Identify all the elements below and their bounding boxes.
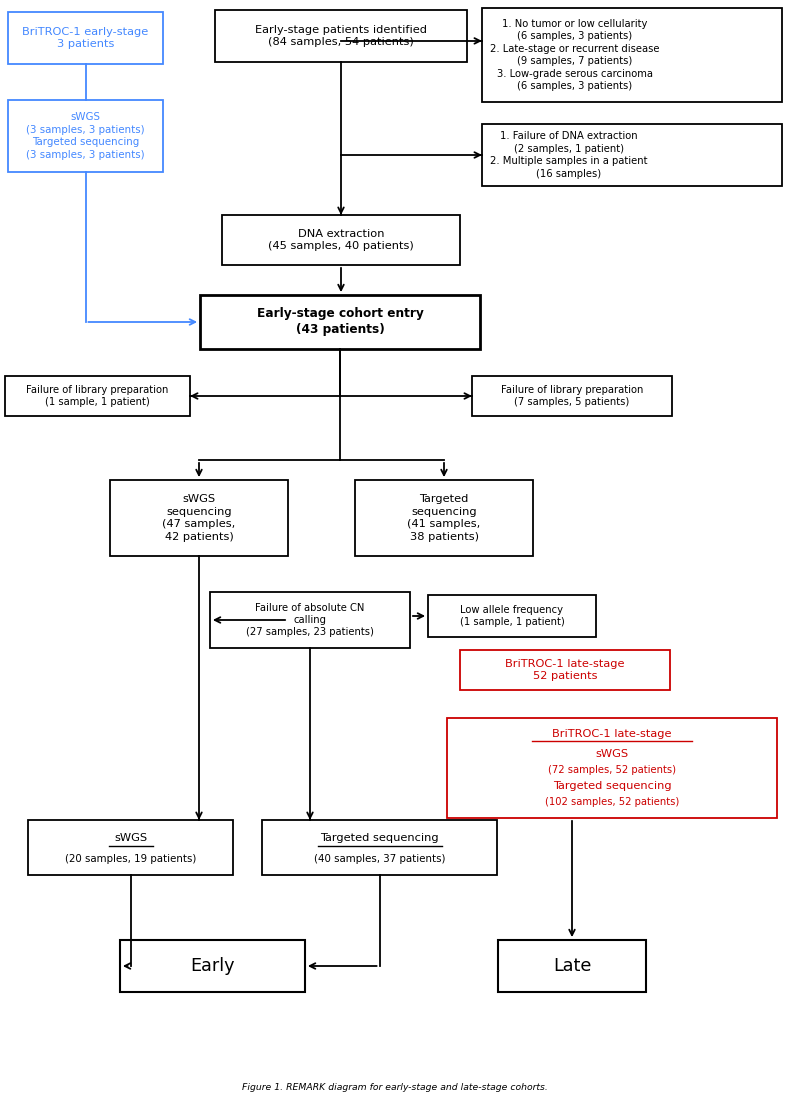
Bar bbox=[222, 215, 460, 265]
Text: BriTROC-1 early-stage
3 patients: BriTROC-1 early-stage 3 patients bbox=[22, 26, 149, 50]
Bar bbox=[355, 480, 533, 556]
Text: sWGS
sequencing
(47 samples,
42 patients): sWGS sequencing (47 samples, 42 patients… bbox=[163, 494, 235, 542]
Text: Low allele frequency
(1 sample, 1 patient): Low allele frequency (1 sample, 1 patien… bbox=[460, 604, 564, 628]
Bar bbox=[215, 10, 467, 62]
Text: Targeted sequencing: Targeted sequencing bbox=[553, 781, 672, 791]
Bar bbox=[210, 592, 410, 648]
Bar bbox=[447, 718, 777, 818]
Bar bbox=[110, 480, 288, 556]
Text: (72 samples, 52 patients): (72 samples, 52 patients) bbox=[548, 765, 676, 775]
Bar bbox=[498, 940, 646, 992]
Text: Early-stage patients identified
(84 samples, 54 patients): Early-stage patients identified (84 samp… bbox=[255, 25, 427, 47]
Text: Figure 1. REMARK diagram for early-stage and late-stage cohorts.: Figure 1. REMARK diagram for early-stage… bbox=[242, 1082, 548, 1091]
Bar bbox=[428, 595, 596, 637]
Bar bbox=[262, 820, 497, 875]
Text: 1. Failure of DNA extraction
(2 samples, 1 patient)
2. Multiple samples in a pat: 1. Failure of DNA extraction (2 samples,… bbox=[490, 131, 648, 178]
Bar bbox=[8, 100, 163, 172]
Text: BriTROC-1 late-stage
52 patients: BriTROC-1 late-stage 52 patients bbox=[506, 658, 625, 682]
Text: Early: Early bbox=[190, 957, 235, 975]
Bar bbox=[120, 940, 305, 992]
Text: sWGS: sWGS bbox=[114, 833, 147, 843]
Text: 1. No tumor or low cellularity
(6 samples, 3 patients)
2. Late-stage or recurren: 1. No tumor or low cellularity (6 sample… bbox=[490, 19, 660, 91]
Text: DNA extraction
(45 samples, 40 patients): DNA extraction (45 samples, 40 patients) bbox=[268, 229, 414, 251]
Text: Targeted sequencing: Targeted sequencing bbox=[320, 833, 438, 843]
Text: BriTROC-1 late-stage: BriTROC-1 late-stage bbox=[552, 729, 672, 739]
Bar bbox=[5, 377, 190, 416]
Text: sWGS
(3 samples, 3 patients)
Targeted sequencing
(3 samples, 3 patients): sWGS (3 samples, 3 patients) Targeted se… bbox=[26, 112, 145, 160]
Bar bbox=[472, 377, 672, 416]
Text: Early-stage cohort entry
(43 patients): Early-stage cohort entry (43 patients) bbox=[257, 307, 423, 337]
Text: Late: Late bbox=[553, 957, 591, 975]
Text: sWGS: sWGS bbox=[596, 749, 629, 759]
Bar bbox=[8, 12, 163, 64]
Text: (102 samples, 52 patients): (102 samples, 52 patients) bbox=[545, 797, 679, 807]
Text: Failure of library preparation
(7 samples, 5 patients): Failure of library preparation (7 sample… bbox=[501, 385, 643, 407]
Text: Targeted
sequencing
(41 samples,
38 patients): Targeted sequencing (41 samples, 38 pati… bbox=[408, 494, 480, 542]
Text: (20 samples, 19 patients): (20 samples, 19 patients) bbox=[65, 854, 196, 864]
Bar bbox=[482, 8, 782, 102]
Bar bbox=[482, 124, 782, 186]
Bar bbox=[460, 650, 670, 690]
Text: Failure of absolute CN
calling
(27 samples, 23 patients): Failure of absolute CN calling (27 sampl… bbox=[246, 602, 374, 637]
Text: (40 samples, 37 patients): (40 samples, 37 patients) bbox=[314, 854, 446, 864]
Bar bbox=[200, 295, 480, 349]
Bar bbox=[28, 820, 233, 875]
Text: Failure of library preparation
(1 sample, 1 patient): Failure of library preparation (1 sample… bbox=[26, 385, 169, 407]
